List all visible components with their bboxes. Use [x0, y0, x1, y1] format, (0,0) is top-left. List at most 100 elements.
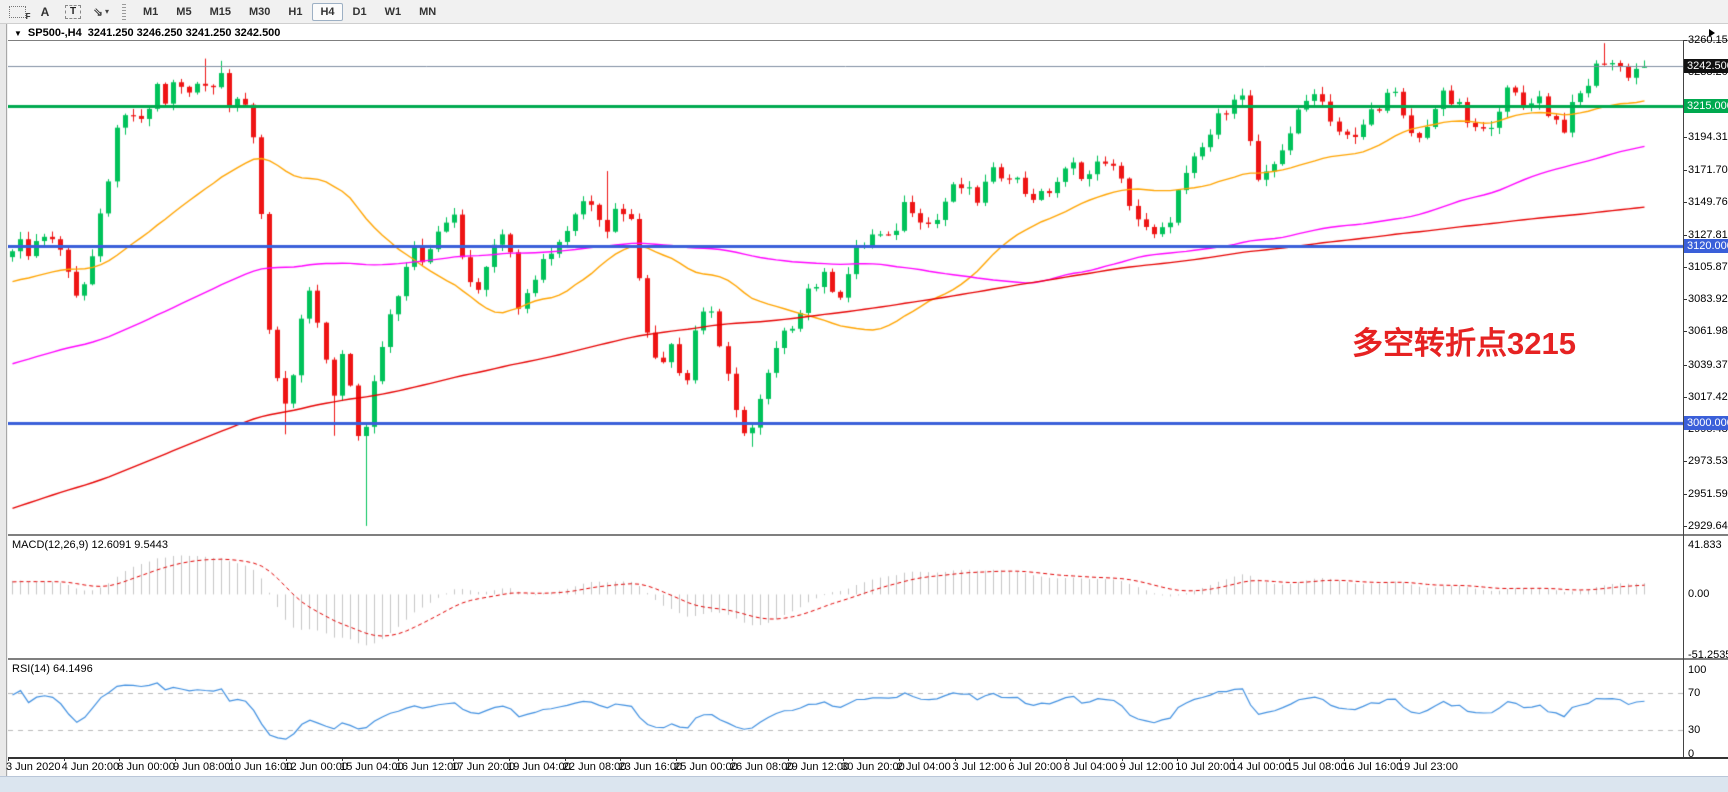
price-tick-mark [1684, 299, 1687, 301]
macd-tick-label: 0.00 [1688, 588, 1710, 601]
time-tick-mark [676, 757, 678, 761]
macd-indicator-canvas[interactable] [8, 537, 1683, 657]
ohlc-readout: 3241.250 3246.250 3241.250 3242.500 [87, 27, 281, 39]
chevron-down-icon[interactable]: ▾ [105, 7, 110, 16]
rsi-tick-label: 100 [1688, 664, 1707, 676]
rsi-pane-splitter[interactable] [8, 658, 1728, 660]
timeframe-button-m5[interactable]: M5 [176, 5, 192, 18]
timeframe-button-d1[interactable]: D1 [352, 5, 367, 18]
price-tick-label: 3194.315 [1688, 130, 1728, 143]
arrow-style-icon[interactable]: ⇘ ▾ [90, 3, 112, 21]
rsi-tick-label: 0 [1688, 748, 1695, 760]
price-tick-label: 3149.760 [1688, 196, 1728, 209]
time-tick-label: 12 Jun 00:00 [284, 761, 349, 773]
timeframe-button-group: M1 M5 M15 M30 H1 H4 D1 W1 MN [134, 2, 445, 21]
time-tick-label: 10 Jul 20:00 [1175, 761, 1236, 773]
timeframe-button-h1[interactable]: H1 [288, 5, 303, 18]
grid-f-icon-box: F [8, 5, 31, 21]
time-tick-label: 22 Jun 08:00 [562, 761, 627, 773]
time-tick-label: 14 Jul 00:00 [1230, 761, 1291, 773]
timeframe-button-m30[interactable]: M30 [248, 5, 271, 18]
price-tick-mark [1684, 526, 1687, 527]
time-tick-mark [954, 757, 956, 761]
time-tick-label: 9 Jun 08:00 [173, 761, 231, 773]
rsi-indicator-canvas[interactable] [8, 661, 1683, 757]
price-tick-mark [1684, 136, 1687, 138]
price-tick-label: 3105.870 [1688, 260, 1728, 273]
time-tick-mark [342, 757, 344, 761]
time-axis-line [8, 757, 1728, 759]
price-tick-label: 3260.150 [1688, 34, 1728, 46]
time-tick-mark [175, 757, 177, 761]
price-tick-mark [1684, 331, 1687, 333]
price-tick-mark [1684, 396, 1687, 398]
time-tick-label: 29 Jun 12:00 [785, 761, 850, 773]
time-tick-label: 6 Jul 20:00 [1008, 761, 1063, 773]
price-tick-mark [1684, 266, 1687, 268]
label-a-icon-letter: A [40, 4, 50, 19]
symbol-dropdown-icon[interactable]: ▼ [14, 28, 22, 38]
price-tick-mark [1684, 493, 1687, 495]
time-tick-label: 15 Jul 08:00 [1286, 761, 1347, 773]
text-box-icon[interactable]: T [62, 3, 84, 21]
price-tick-label: 2929.645 [1688, 520, 1728, 532]
time-tick-mark [564, 757, 566, 761]
time-tick-mark [1232, 757, 1234, 761]
chart-title-row: ▼ SP500-,H4 3241.250 3246.250 3241.250 3… [14, 26, 280, 40]
price-level-badge: 3120.000 [1684, 239, 1728, 254]
time-tick-label: 16 Jul 16:00 [1342, 761, 1403, 773]
timeframe-button-w1[interactable]: W1 [384, 5, 402, 18]
macd-tick-label: 41.833 [1688, 539, 1722, 551]
time-tick-label: 15 Jun 04:00 [340, 761, 404, 773]
price-tick-label: 2973.535 [1688, 455, 1728, 468]
time-tick-label: 30 Jun 20:00 [841, 761, 905, 773]
macd-label: MACD(12,26,9) 12.6091 9.5443 [12, 539, 168, 551]
time-tick-mark [1065, 757, 1067, 761]
time-tick-label: 19 Jun 04:00 [507, 761, 571, 773]
time-tick-mark [397, 757, 399, 761]
timeframe-button-mn[interactable]: MN [419, 5, 437, 18]
time-tick-label: 23 Jun 16:00 [618, 761, 683, 773]
time-tick-label: 8 Jun 00:00 [117, 761, 175, 773]
price-tick-label: 3083.925 [1688, 293, 1728, 306]
time-tick-mark [1344, 757, 1346, 761]
timeframe-button-h4[interactable]: H4 [312, 2, 343, 21]
price-tick-label: 3061.980 [1688, 325, 1728, 338]
time-tick-mark [119, 757, 121, 761]
timeframe-button-m1[interactable]: M1 [143, 5, 159, 18]
price-tick-mark [1684, 40, 1687, 41]
time-tick-mark [787, 757, 789, 761]
price-tick-mark [1684, 202, 1687, 204]
price-tick-label: 3171.705 [1688, 164, 1728, 177]
label-a-icon[interactable]: A [34, 3, 56, 21]
time-tick-label: 4 Jun 20:00 [61, 761, 120, 773]
time-tick-mark [843, 757, 845, 761]
window-left-edge [0, 24, 7, 792]
time-tick-mark [453, 757, 455, 761]
time-tick-mark [898, 757, 900, 761]
time-tick-mark [230, 757, 232, 761]
price-tick-mark [1684, 170, 1687, 172]
time-tick-mark [1177, 757, 1179, 761]
price-tick-mark [1684, 429, 1687, 431]
time-tick-label: 17 Jun 20:00 [451, 761, 516, 773]
price-chart-canvas[interactable] [8, 41, 1683, 534]
rsi-tick-label: 70 [1688, 686, 1701, 699]
macd-pane-splitter[interactable] [8, 534, 1728, 536]
grid-f-icon[interactable]: F [6, 3, 31, 21]
price-level-badge: 3242.500 [1684, 58, 1728, 73]
time-tick-label: 10 Jun 16:00 [228, 761, 293, 773]
timeframe-button-m15[interactable]: M15 [209, 5, 231, 18]
grid-f-icon-letter: F [25, 11, 31, 21]
rsi-tick-label: 30 [1688, 724, 1701, 737]
price-tick-mark [1684, 461, 1687, 463]
time-tick-label: 2 Jul 04:00 [896, 761, 951, 773]
time-tick-label: 3 Jun 2020 [6, 761, 61, 773]
time-tick-label: 19 Jul 23:00 [1398, 761, 1458, 773]
price-tick-mark [1684, 234, 1687, 236]
arrow-style-icon-glyph: ⇘ [92, 4, 104, 19]
time-tick-label: 16 Jun 12:00 [395, 761, 460, 773]
time-tick-mark [1288, 757, 1290, 761]
time-tick-mark [509, 757, 511, 761]
time-tick-mark [731, 757, 733, 761]
